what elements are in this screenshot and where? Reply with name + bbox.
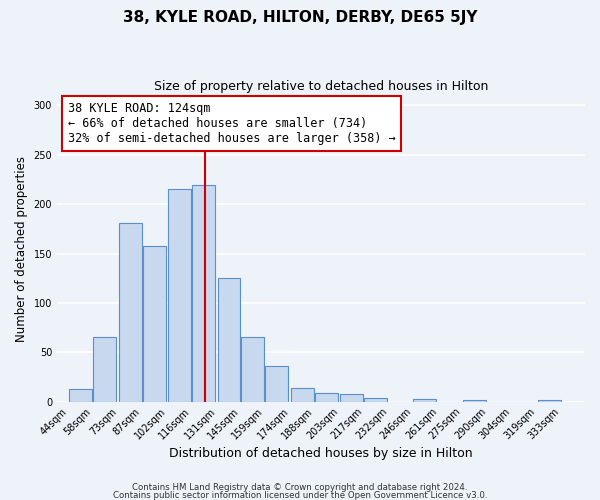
Text: Contains public sector information licensed under the Open Government Licence v3: Contains public sector information licen… [113,490,487,500]
X-axis label: Distribution of detached houses by size in Hilton: Distribution of detached houses by size … [169,447,473,460]
Bar [340,394,363,402]
Bar [143,246,166,402]
Bar [168,190,191,402]
Y-axis label: Number of detached properties: Number of detached properties [15,156,28,342]
Bar [94,338,116,402]
Bar [413,398,436,402]
Bar [463,400,486,402]
Bar [265,366,288,402]
Bar [364,398,387,402]
Text: 38 KYLE ROAD: 124sqm
← 66% of detached houses are smaller (734)
32% of semi-deta: 38 KYLE ROAD: 124sqm ← 66% of detached h… [68,102,395,144]
Bar [119,223,142,402]
Bar [538,400,560,402]
Bar [192,186,215,402]
Bar [291,388,314,402]
Bar [70,388,92,402]
Bar [218,278,241,402]
Bar [315,392,338,402]
Bar [241,338,265,402]
Text: 38, KYLE ROAD, HILTON, DERBY, DE65 5JY: 38, KYLE ROAD, HILTON, DERBY, DE65 5JY [123,10,477,25]
Text: Contains HM Land Registry data © Crown copyright and database right 2024.: Contains HM Land Registry data © Crown c… [132,484,468,492]
Title: Size of property relative to detached houses in Hilton: Size of property relative to detached ho… [154,80,488,93]
